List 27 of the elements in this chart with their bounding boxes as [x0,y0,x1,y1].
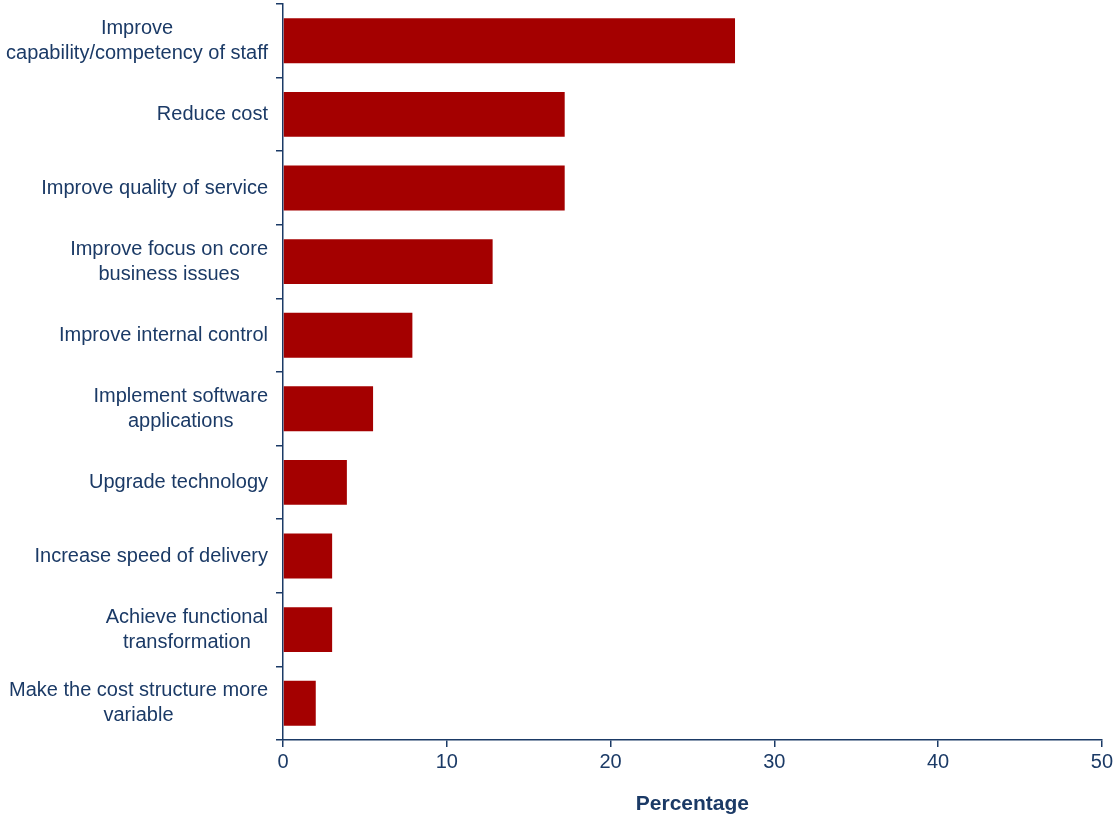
y-tick-label: Reduce cost [156,101,269,124]
bar [283,680,316,726]
x-tick-label: 20 [599,749,622,772]
y-tick-label: Improve quality of service [41,175,268,198]
bar [283,18,736,64]
x-axis-title: Percentage [635,791,750,815]
y-tick-label: Improve focus on core business issues [70,236,268,284]
y-tick-label: Upgrade technology [88,469,268,492]
y-tick-label: Achieve functional transformation [105,604,268,652]
bar [283,533,333,579]
bar [283,165,565,211]
x-tick-label: 40 [926,749,950,772]
y-tick-label: Improve capability/competency of staff [6,15,269,63]
bar [283,312,413,358]
x-tick-label: 50 [1090,749,1113,772]
y-tick-label: Make the cost structure more variable [9,678,268,726]
x-tick-label: 30 [763,749,786,772]
y-tick-label: Implement software applications [93,383,268,431]
bar [283,607,333,653]
bar [283,386,374,432]
x-tick-label: 0 [277,749,289,772]
y-tick-label: Improve internal control [59,322,268,345]
bar [283,91,565,137]
y-tick-label: Increase speed of delivery [34,543,268,566]
bar [283,459,347,505]
x-tick-label: 10 [435,749,458,772]
bar [283,239,493,285]
